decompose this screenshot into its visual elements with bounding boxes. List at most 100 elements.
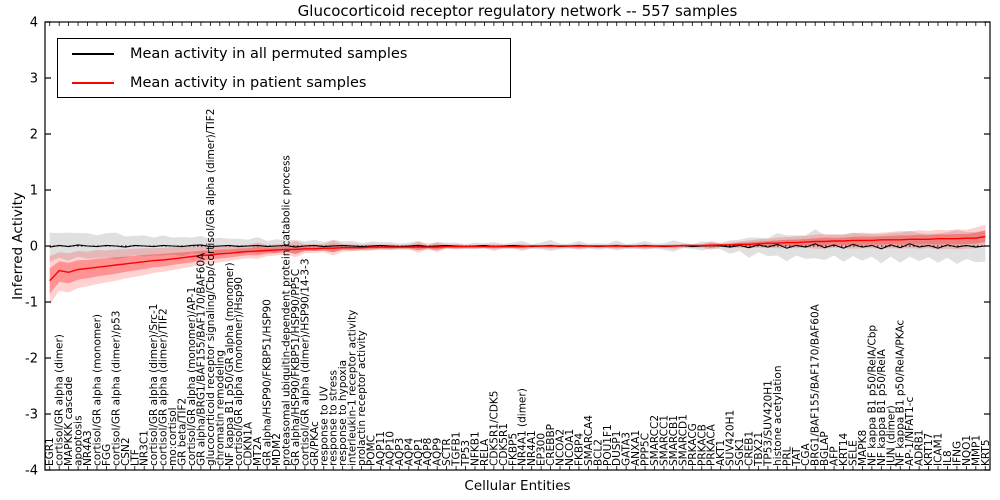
x-tick-label: TBX21 (753, 432, 765, 467)
x-tick-label: NCOA1 (564, 429, 576, 466)
x-tick-label: GATA3 (621, 432, 633, 466)
x-tick-label: AQP3 (394, 438, 406, 466)
x-tick-label: SGK1 (734, 438, 746, 466)
x-tick-label: NQO1 (961, 435, 973, 466)
x-tick-label: glucocorticoid receptor signaling/Cbp/co… (205, 109, 217, 466)
x-tick-label: CDK5R1/CDK5 (488, 391, 500, 466)
y-tick-label: 1 (30, 184, 38, 199)
x-tick-label: cortisol/GR alpha (monomer)/Hsp90 (233, 277, 245, 466)
x-axis-label: Cellular Entities (464, 478, 571, 494)
x-tick-label: FKBP5 (507, 433, 519, 466)
x-tick-label: CDK5R1 (498, 423, 510, 466)
x-tick-label: SUV420H1 (725, 410, 737, 466)
x-tick-label: MAPKKK cascade (63, 376, 75, 466)
x-tick-label: TP53 (460, 440, 472, 467)
x-tick-label: AKT1 (715, 440, 727, 466)
legend-entry-permuted: Mean activity in all permuted samples (58, 39, 510, 68)
x-tick-label: CGA (800, 443, 812, 466)
x-tick-label: GR alpha/HSP90/FKBP51/HSP90/PP5C (290, 269, 302, 466)
x-tick-label: PRKACA (706, 423, 718, 466)
x-tick-label: cortisol/GR alpha (dimer)/Src-1 (148, 304, 160, 466)
x-tick-label: RELA (479, 438, 491, 466)
x-tick-label: CSN2 (120, 437, 132, 466)
x-tick-label: SCTR (441, 438, 453, 466)
x-tick-label: FKBP4 (573, 433, 585, 466)
x-tick-label: interleukin-1 receptor activity (347, 310, 359, 466)
x-tick-label: mo:cortisol (167, 407, 179, 466)
permuted-line-swatch (72, 52, 114, 55)
x-tick-label: AQP9 (432, 438, 444, 466)
y-axis-label: Inferred Activity (10, 192, 26, 300)
patient-line-swatch (72, 81, 114, 84)
x-tick-label: NR3C1 (139, 430, 151, 466)
x-tick-label: GR/PKAc (309, 421, 321, 466)
permuted-mean-line (49, 243, 986, 250)
x-tick-label: NF kappa B1 p50/RelA/Cbp (866, 325, 878, 466)
x-tick-label: KRT14 (838, 432, 850, 466)
x-tick-label: PPP5C (640, 433, 652, 466)
x-tick-label: MMP1 (970, 435, 982, 466)
x-tick-label: cortisol/GR alpha (monomer) (91, 314, 103, 466)
legend-entry-patient: Mean activity in patient samples (58, 68, 510, 97)
x-tick-label: KRT5 (980, 439, 992, 466)
x-tick-label: response to hypoxia (337, 360, 349, 466)
x-tick-label: TAT (791, 447, 803, 467)
x-tick-label: TGFB1 (451, 432, 463, 467)
x-tick-label: IFNG (951, 441, 963, 466)
x-tick-label: cortisol/GR alpha (dimer)/p53 (110, 311, 122, 466)
y-tick-label: 3 (30, 72, 38, 87)
x-tick-label: cortisol/GR alpha (monomer)/AP-1 (186, 287, 198, 466)
x-tick-label: chromatin remodeling (214, 350, 226, 466)
y-tick-label: -3 (25, 408, 38, 423)
x-tick-label: apoptosis (73, 415, 85, 466)
x-tick-label: AP-1/NFAT1-c (904, 397, 916, 466)
y-tick-label: -4 (25, 464, 38, 479)
x-tick-label: CREB1 (744, 431, 756, 466)
x-tick-label: SMARCD1 (677, 414, 689, 466)
x-tick-label: AQP10 (384, 431, 396, 466)
x-tick-label: GR alpha/HSP90/FKBP51/HSP90 (262, 299, 274, 466)
x-tick-label: CREBBP (545, 424, 557, 466)
x-tick-label: EGR1 (44, 437, 56, 466)
x-tick-label: NR4A1 (dimer) (517, 388, 529, 466)
x-tick-label: EP300 (536, 433, 548, 466)
patient-mean-line (49, 235, 986, 282)
x-tick-label: SELE (847, 440, 859, 466)
legend-box: Mean activity in all permuted samples Me… (57, 38, 511, 98)
x-tick-label: response to stress (328, 370, 340, 466)
x-tick-label: SMARCC1 (658, 415, 670, 466)
x-tick-label: NCOA2 (555, 429, 567, 466)
x-tick-label: AFP (829, 446, 841, 466)
x-tick-label: BGLAP (819, 431, 831, 466)
x-tick-label: PRKACB (696, 424, 708, 466)
x-tick-label: LTF (129, 449, 141, 466)
x-tick-label: SMARCA4 (583, 415, 595, 466)
x-tick-label: FGG (101, 444, 113, 466)
x-tick-label: BRG1/BAF155/BAF170/BAF60A (810, 303, 822, 466)
x-tick-label: SMARCB1 (668, 415, 680, 466)
x-tick-label: POU1F1 (602, 424, 614, 466)
x-tick-label: NR4A1 (526, 430, 538, 466)
x-tick-label: cortisol/GR alpha (dimer) (54, 334, 66, 466)
x-tick-label: MT2A (252, 436, 264, 466)
x-tick-label: cortisol/GR alpha (dimer)/HSP90/14-3-3 (299, 258, 311, 466)
chart-title: Glucocorticoid receptor regulatory netwo… (297, 2, 738, 20)
x-tick-label: POMC (366, 435, 378, 466)
x-tick-label: GR beta/TIF2 (177, 398, 189, 466)
x-tick-label: NF kappa B1 p50/RelA/PKAc (895, 320, 907, 466)
x-tick-label: ICAM1 (933, 433, 945, 466)
x-tick-label: KRT17 (923, 433, 935, 466)
y-tick-label: 2 (30, 128, 38, 143)
y-tick-label: 0 (30, 240, 38, 255)
x-tick-label: DUSP1 (611, 431, 623, 466)
x-tick-label: TP53/SUV420H1 (762, 380, 774, 467)
y-tick-label: -1 (25, 296, 38, 311)
x-tick-label: MDM2 (271, 433, 283, 466)
x-tick-label: NF kappa B1 p50/GR alpha (monomer) (224, 262, 236, 466)
x-tick-label: BCL2 (592, 439, 604, 466)
x-tick-label: CDKN1A (243, 421, 255, 466)
patient-std-band-inner (49, 230, 986, 294)
x-tick-label: AQP1 (413, 438, 425, 466)
